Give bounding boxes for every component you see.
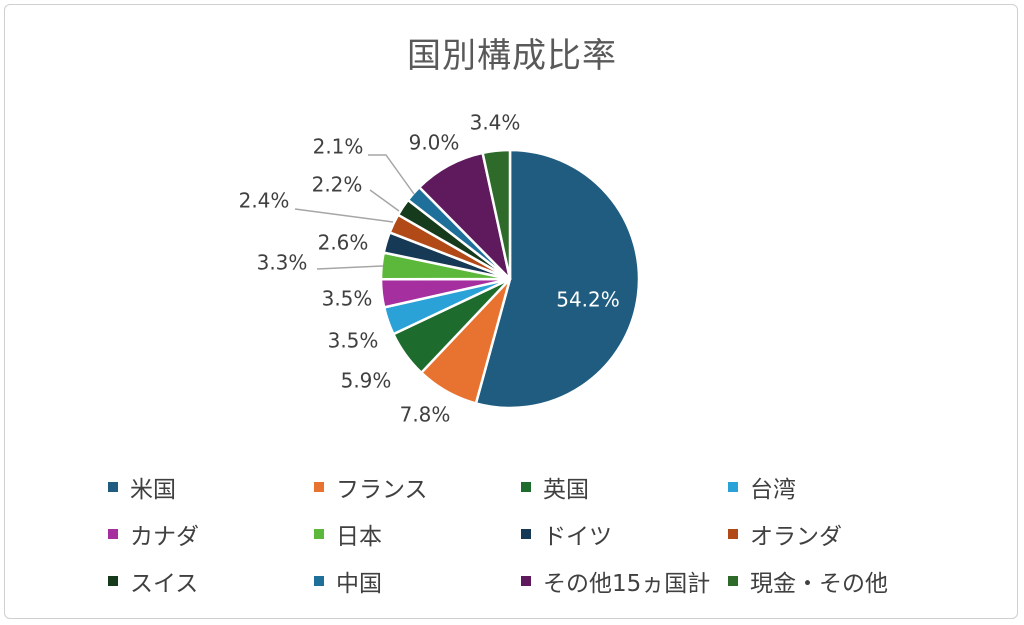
leader-line-10 [368,154,415,195]
legend-item-7: ドイツ [521,519,612,550]
pie-slice-12 [481,148,512,281]
legend-swatch [521,482,531,492]
legend-label: 米国 [130,477,176,503]
legend-item-3: 英国 [521,472,589,503]
data-label-2: 7.8% [400,403,451,427]
legend-swatch [728,529,738,539]
pie-slice-1 [474,148,641,410]
legend-item-9: スイス [108,566,199,597]
legend-item-12: 現金・その他 [728,566,888,597]
legend-item-4: 台湾 [728,472,796,503]
legend-swatch [108,576,118,586]
leader-line-9 [369,189,400,212]
legend-label: その他15ヵ国計 [543,571,711,597]
legend-swatch [521,576,531,586]
legend-item-10: 中国 [314,566,382,597]
legend-item-6: 日本 [314,519,382,550]
legend-label: 台湾 [750,477,796,503]
legend-swatch [728,482,738,492]
data-label-7: 2.6% [318,231,369,255]
data-label-6: 3.3% [257,251,308,275]
leader-line-8 [294,208,394,223]
data-label-4: 3.5% [328,329,379,353]
legend-swatch [314,529,324,539]
data-label-10: 2.1% [313,135,364,159]
legend-label: 現金・その他 [750,571,888,597]
data-label-9: 2.2% [312,173,363,197]
data-label-1: 54.2% [556,288,620,312]
legend-item-8: オランダ [728,519,842,550]
legend-label: フランス [336,477,428,503]
legend-swatch [521,529,531,539]
legend-item-11: その他15ヵ国計 [521,566,711,597]
data-label-11: 9.0% [409,131,460,155]
legend-swatch [314,576,324,586]
legend-label: 中国 [336,571,382,597]
data-label-12: 3.4% [470,111,521,135]
leader-line-6 [316,265,384,270]
chart-title: 国別構成比率 [407,36,617,76]
legend-swatch [108,482,118,492]
legend-label: オランダ [750,524,842,550]
data-label-3: 5.9% [341,369,392,393]
legend-label: 日本 [336,524,382,550]
legend-label: 英国 [543,477,589,503]
legend-item-1: 米国 [108,472,176,503]
legend-label: スイス [130,571,199,597]
legend-label: カナダ [130,524,199,550]
legend-item-5: カナダ [108,519,199,550]
legend-swatch [728,576,738,586]
data-label-5: 3.5% [322,287,373,311]
legend-label: ドイツ [543,524,612,550]
data-label-8: 2.4% [239,189,290,213]
legend-item-2: フランス [314,472,428,503]
legend-swatch [314,482,324,492]
legend-swatch [108,529,118,539]
